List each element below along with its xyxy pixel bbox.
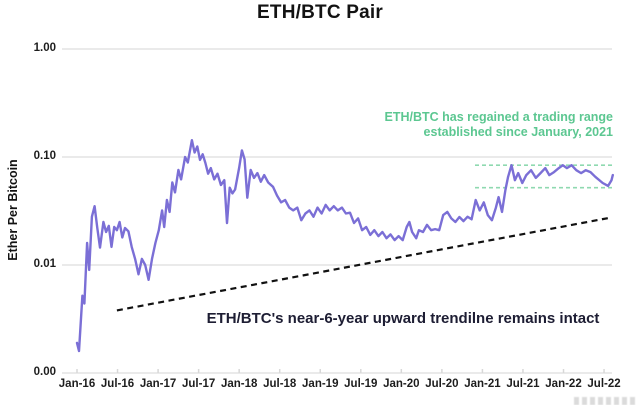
- eth-btc-price-line: [75, 138, 614, 353]
- trading-range-annotation: ETH/BTC has regained a trading range est…: [384, 110, 613, 140]
- x-tick-label: Jan-16: [58, 378, 96, 390]
- y-tick-label: 0.10: [33, 150, 56, 162]
- x-tick-label: Jan-18: [220, 378, 258, 390]
- watermark: [574, 397, 638, 405]
- x-tick-label: Jul-20: [425, 378, 459, 390]
- x-axis-tick-marks: [76, 369, 605, 373]
- y-tick-label: 0.00: [33, 366, 56, 378]
- x-tick-label: Jan-20: [383, 378, 420, 390]
- x-tick-label: Jan-17: [139, 378, 177, 390]
- trendline-annotation: ETH/BTC's near-6-year upward trendilne r…: [206, 310, 600, 327]
- x-tick-label: Jul-16: [100, 378, 135, 390]
- x-tick-label: Jul-18: [263, 378, 297, 390]
- x-tick-label: Jan-21: [464, 378, 501, 390]
- trading-range-annotation-line2: established since January, 2021: [423, 125, 613, 139]
- x-axis-labels: Jan-16 Jul-16 Jan-17 Jul-17 Jan-18 Jul-18 Jan-…: [0, 378, 640, 394]
- y-tick-label: 1.00: [33, 42, 56, 54]
- chart-title: ETH/BTC Pair: [257, 2, 383, 23]
- x-tick-label: Jan-19: [302, 378, 339, 390]
- x-tick-label: Jan-22: [545, 378, 582, 390]
- gridlines: [62, 48, 612, 374]
- x-tick-label: Jul-19: [344, 378, 378, 390]
- trading-range-annotation-line1: ETH/BTC has regained a trading range: [384, 110, 613, 124]
- x-tick-label: Jul-21: [506, 378, 540, 390]
- x-tick-label: Jul-17: [182, 378, 216, 390]
- x-tick-label: Jul-22: [587, 378, 621, 390]
- y-tick-label: 0.01: [33, 258, 56, 270]
